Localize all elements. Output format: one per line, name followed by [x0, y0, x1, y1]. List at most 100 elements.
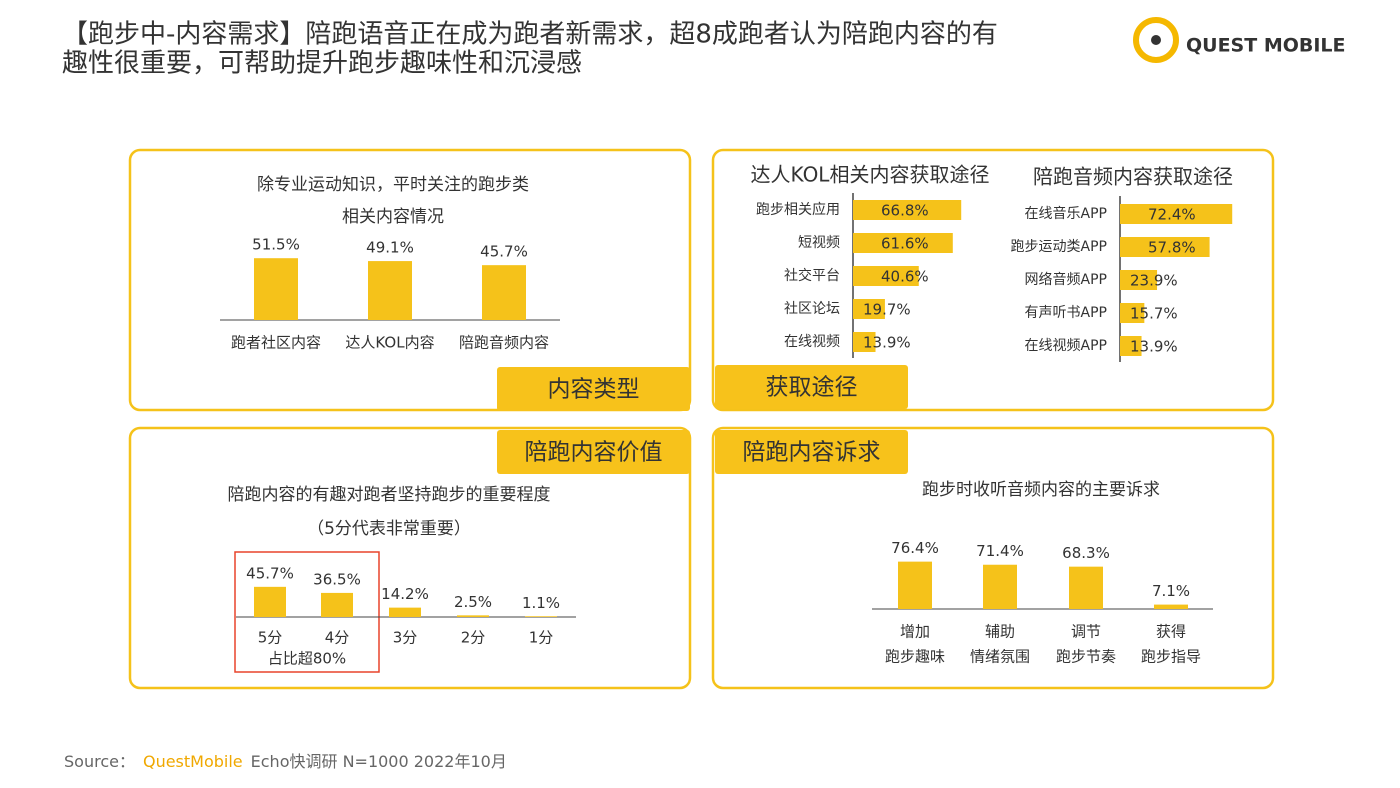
- category-label: 社交平台: [784, 267, 840, 284]
- bar: [1154, 604, 1188, 609]
- bar: [1069, 566, 1103, 609]
- value-label: 23.9%: [1130, 272, 1178, 290]
- value-label: 13.9%: [863, 334, 911, 352]
- value-label: 61.6%: [881, 235, 929, 253]
- value-label: 14.2%: [381, 585, 429, 603]
- category-label: 跑步相关应用: [756, 201, 840, 218]
- highlight-box: [234, 551, 380, 673]
- category-label: 短视频: [798, 235, 840, 251]
- value-label: 76.4%: [891, 539, 939, 557]
- category-label: 跑步指导: [1141, 648, 1201, 666]
- value-label: 51.5%: [252, 236, 300, 254]
- logo-icon: [1133, 17, 1179, 63]
- panel: [711, 426, 1275, 690]
- value-label: 66.8%: [881, 202, 929, 220]
- bar: [853, 332, 876, 352]
- category-label: 陪跑音频内容: [459, 334, 549, 352]
- category-label: 在线视频: [784, 334, 840, 350]
- bar: [898, 561, 932, 609]
- category-label: 1分: [529, 629, 554, 647]
- chart-title: 除专业运动知识，平时关注的跑步类: [257, 175, 529, 195]
- bar: [1120, 270, 1158, 290]
- bar: [254, 258, 298, 320]
- logo-text: QUEST MOBILE: [1186, 35, 1346, 57]
- category-label: 在线音乐APP: [1025, 205, 1107, 222]
- value-label: 15.7%: [1130, 305, 1178, 323]
- category-label: 有声听书APP: [1025, 305, 1107, 321]
- category-label: 3分: [393, 629, 418, 647]
- value-label: 45.7%: [246, 564, 294, 582]
- value-label: 49.1%: [366, 239, 414, 257]
- value-label: 72.4%: [1148, 206, 1196, 224]
- chart-title: （5分代表非常重要）: [307, 519, 471, 539]
- chart-title: 相关内容情况: [342, 207, 444, 227]
- category-label: 增加: [900, 623, 930, 641]
- bar: [1120, 336, 1142, 356]
- category-label: 2分: [461, 629, 486, 647]
- source-text: Echo快调研 N=1000 2022年10月: [251, 752, 507, 771]
- category-label: 情绪氛围: [970, 648, 1030, 666]
- chart-title: 陪跑内容的有趣对跑者坚持跑步的重要程度: [228, 485, 551, 505]
- bar: [482, 265, 526, 320]
- category-label: 跑步趣味: [885, 648, 945, 666]
- chart-title: 陪跑音频内容获取途径: [1033, 165, 1233, 189]
- value-label: 71.4%: [976, 542, 1024, 560]
- bar: [525, 616, 557, 617]
- panel: [128, 426, 692, 690]
- highlight-label: 占比超80%: [268, 650, 346, 668]
- logo-dot: [1151, 35, 1161, 45]
- tag-box: [715, 430, 908, 474]
- panel: [128, 148, 692, 412]
- bar: [853, 266, 919, 286]
- category-label: 跑步运动类APP: [1011, 239, 1107, 255]
- category-label: 在线视频APP: [1025, 338, 1107, 354]
- page-title: 【跑步中-内容需求】陪跑语音正在成为跑者新需求，超8成跑者认为陪跑内容的有: [62, 20, 998, 50]
- chart-title: 达人KOL相关内容获取途径: [751, 163, 990, 187]
- chart-title: 跑步时收听音频内容的主要诉求: [922, 480, 1160, 500]
- value-label: 7.1%: [1152, 582, 1190, 600]
- tag-box: [715, 365, 908, 409]
- value-label: 19.7%: [863, 301, 911, 319]
- category-label: 跑步节奏: [1056, 648, 1116, 666]
- bar: [1120, 303, 1145, 323]
- bar: [389, 607, 421, 617]
- category-label: 调节: [1071, 623, 1101, 641]
- value-label: 13.9%: [1130, 338, 1178, 356]
- tag-box: [497, 367, 690, 411]
- tag-label: 陪跑内容价值: [525, 440, 663, 466]
- category-label: 4分: [325, 629, 350, 647]
- value-label: 2.5%: [454, 593, 492, 611]
- tag-label: 内容类型: [548, 377, 640, 403]
- bar: [983, 564, 1017, 609]
- bar: [321, 592, 353, 617]
- category-label: 辅助: [985, 623, 1015, 641]
- bar: [853, 200, 962, 220]
- source: Source： QuestMobile Echo快调研 N=1000 2022年10…: [64, 752, 507, 771]
- value-label: 40.6%: [881, 268, 929, 286]
- panel: [711, 148, 1275, 412]
- category-label: 获得: [1156, 623, 1186, 641]
- bar: [254, 586, 286, 617]
- value-label: 36.5%: [313, 570, 361, 588]
- value-label: 57.8%: [1148, 239, 1196, 257]
- page-title: 趣性很重要，可帮助提升跑步趣味性和沉浸感: [62, 49, 582, 79]
- source-brand: QuestMobile: [143, 752, 243, 771]
- category-label: 达人KOL内容: [345, 334, 434, 352]
- bar: [1120, 237, 1210, 257]
- category-label: 跑者社区内容: [231, 334, 321, 352]
- category-label: 网络音频APP: [1025, 271, 1107, 288]
- category-label: 5分: [258, 629, 283, 647]
- tag-label: 陪跑内容诉求: [743, 440, 881, 466]
- value-label: 1.1%: [522, 594, 560, 612]
- bar: [1120, 204, 1233, 224]
- category-label: 社区论坛: [784, 301, 840, 317]
- bar: [368, 261, 412, 320]
- source-label: Source：: [64, 752, 135, 771]
- value-label: 68.3%: [1062, 544, 1110, 562]
- tag-label: 获取途径: [766, 375, 858, 401]
- tag-box: [497, 430, 690, 474]
- value-label: 45.7%: [480, 243, 528, 261]
- bar: [457, 615, 489, 617]
